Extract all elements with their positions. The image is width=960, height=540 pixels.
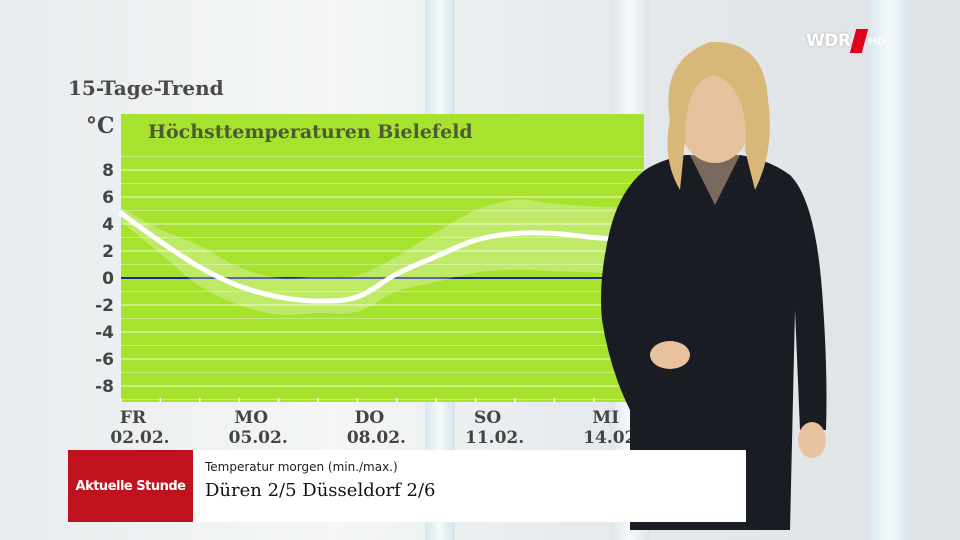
x-tick-date: 11.02.: [465, 428, 524, 448]
studio-light-pillar: [870, 0, 910, 540]
page-title: 15-Tage-Trend: [68, 76, 224, 100]
y-tick-label: -8: [95, 377, 114, 397]
range-bands: [121, 199, 634, 315]
presenter-neckline: [690, 155, 740, 205]
presenter-face: [677, 67, 753, 163]
y-tick-label: 0: [102, 269, 114, 289]
info-headline: Düren 2/5 Düsseldorf 2/6: [205, 480, 436, 501]
x-tick-date: 02.02.: [110, 428, 169, 448]
channel-logo: WDR HD: [806, 28, 885, 54]
chart-title: Höchsttemperaturen Bielefeld: [148, 121, 473, 143]
lower-third: Aktuelle Stunde Temperatur morgen (min./…: [68, 450, 746, 522]
plot-area: [121, 114, 644, 402]
y-tick-label: -6: [95, 350, 114, 370]
series-lines: [118, 210, 636, 304]
grid-lines: [120, 156, 644, 402]
y-tick-label: 8: [102, 161, 114, 181]
x-tick-date: 05.02.: [229, 428, 288, 448]
logo-hd-badge: HD: [868, 35, 886, 47]
x-tick-weekday: DO: [355, 408, 385, 428]
logo-text: WDR: [806, 31, 851, 51]
presenter-hand: [798, 422, 826, 458]
show-name: Aktuelle Stunde: [75, 478, 186, 494]
x-tick-date: 08.02.: [347, 428, 406, 448]
range-band: [121, 199, 634, 315]
series-line: [118, 210, 636, 304]
y-axis-unit: °C: [86, 113, 115, 139]
x-tick-date: 14.02.: [583, 428, 642, 448]
show-badge: Aktuelle Stunde: [68, 450, 193, 522]
y-tick-labels: 8 6 4 2 0 -2 -4 -6 -8: [95, 161, 114, 397]
presenter: [601, 41, 827, 530]
x-tick-weekday: MO: [234, 408, 268, 428]
x-tick-weekday: FR: [120, 408, 147, 428]
info-panel: Temperatur morgen (min./max.) Düren 2/5 …: [193, 450, 746, 522]
y-tick-label: -2: [95, 296, 114, 316]
y-tick-label: 2: [102, 242, 114, 262]
logo-slash-icon: [850, 29, 869, 53]
y-tick-label: -4: [95, 323, 114, 343]
y-tick-label: 6: [102, 188, 114, 208]
x-tick-weekday: SO: [474, 408, 501, 428]
x-tick-weekday: MI: [592, 408, 619, 428]
info-subtitle: Temperatur morgen (min./max.): [205, 460, 398, 474]
presenter-hair: [667, 41, 770, 190]
y-tick-label: 4: [102, 215, 114, 235]
presenter-hand: [650, 341, 690, 369]
presenter-jacket: [601, 155, 827, 530]
